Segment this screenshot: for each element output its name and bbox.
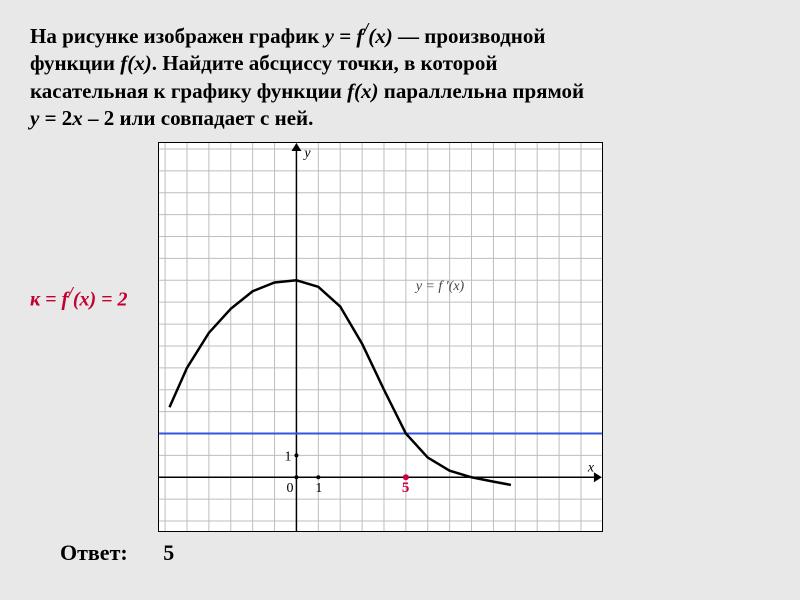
text: f(x) — [347, 79, 378, 103]
text: f(x) — [120, 51, 151, 75]
formula-text: к = f/(x) = 2 — [30, 283, 128, 312]
svg-text:1: 1 — [284, 450, 291, 465]
text: к = f — [30, 289, 68, 311]
text: (x) — [368, 24, 393, 48]
svg-text:x: x — [586, 460, 594, 475]
text: касательная к графику функции — [30, 79, 347, 103]
answer-line: Ответ: 5 — [60, 540, 770, 566]
text: – 2 или совпадает с ней. — [83, 106, 314, 130]
answer-label: Ответ: — [60, 540, 128, 565]
text: (x) = 2 — [73, 289, 128, 311]
text: параллельна прямой — [379, 79, 585, 103]
main-content: к = f/(x) = 2 0 1 1 x y y = f ′(x) 5 — [30, 142, 770, 532]
problem-statement: На рисунке изображен график y = f/(x) — … — [30, 18, 770, 132]
text: . Найдите абсциссу точки, в которой — [152, 51, 498, 75]
text: y — [30, 106, 39, 130]
svg-text:1: 1 — [315, 481, 322, 496]
derivative-chart: 0 1 1 x y y = f ′(x) 5 — [159, 143, 602, 531]
text: На рисунке изображен график — [30, 24, 325, 48]
svg-text:0: 0 — [286, 481, 293, 496]
text: x — [72, 106, 83, 130]
text: — производной — [393, 24, 546, 48]
svg-text:y = f ′(x): y = f ′(x) — [413, 279, 464, 294]
svg-text:y: y — [302, 146, 311, 161]
answer-value: 5 — [163, 540, 174, 565]
svg-text:5: 5 — [401, 480, 408, 496]
text: = 2 — [39, 106, 72, 130]
chart-container: 0 1 1 x y y = f ′(x) 5 — [158, 142, 603, 532]
text: y = f — [325, 24, 364, 48]
text: функции — [30, 51, 120, 75]
